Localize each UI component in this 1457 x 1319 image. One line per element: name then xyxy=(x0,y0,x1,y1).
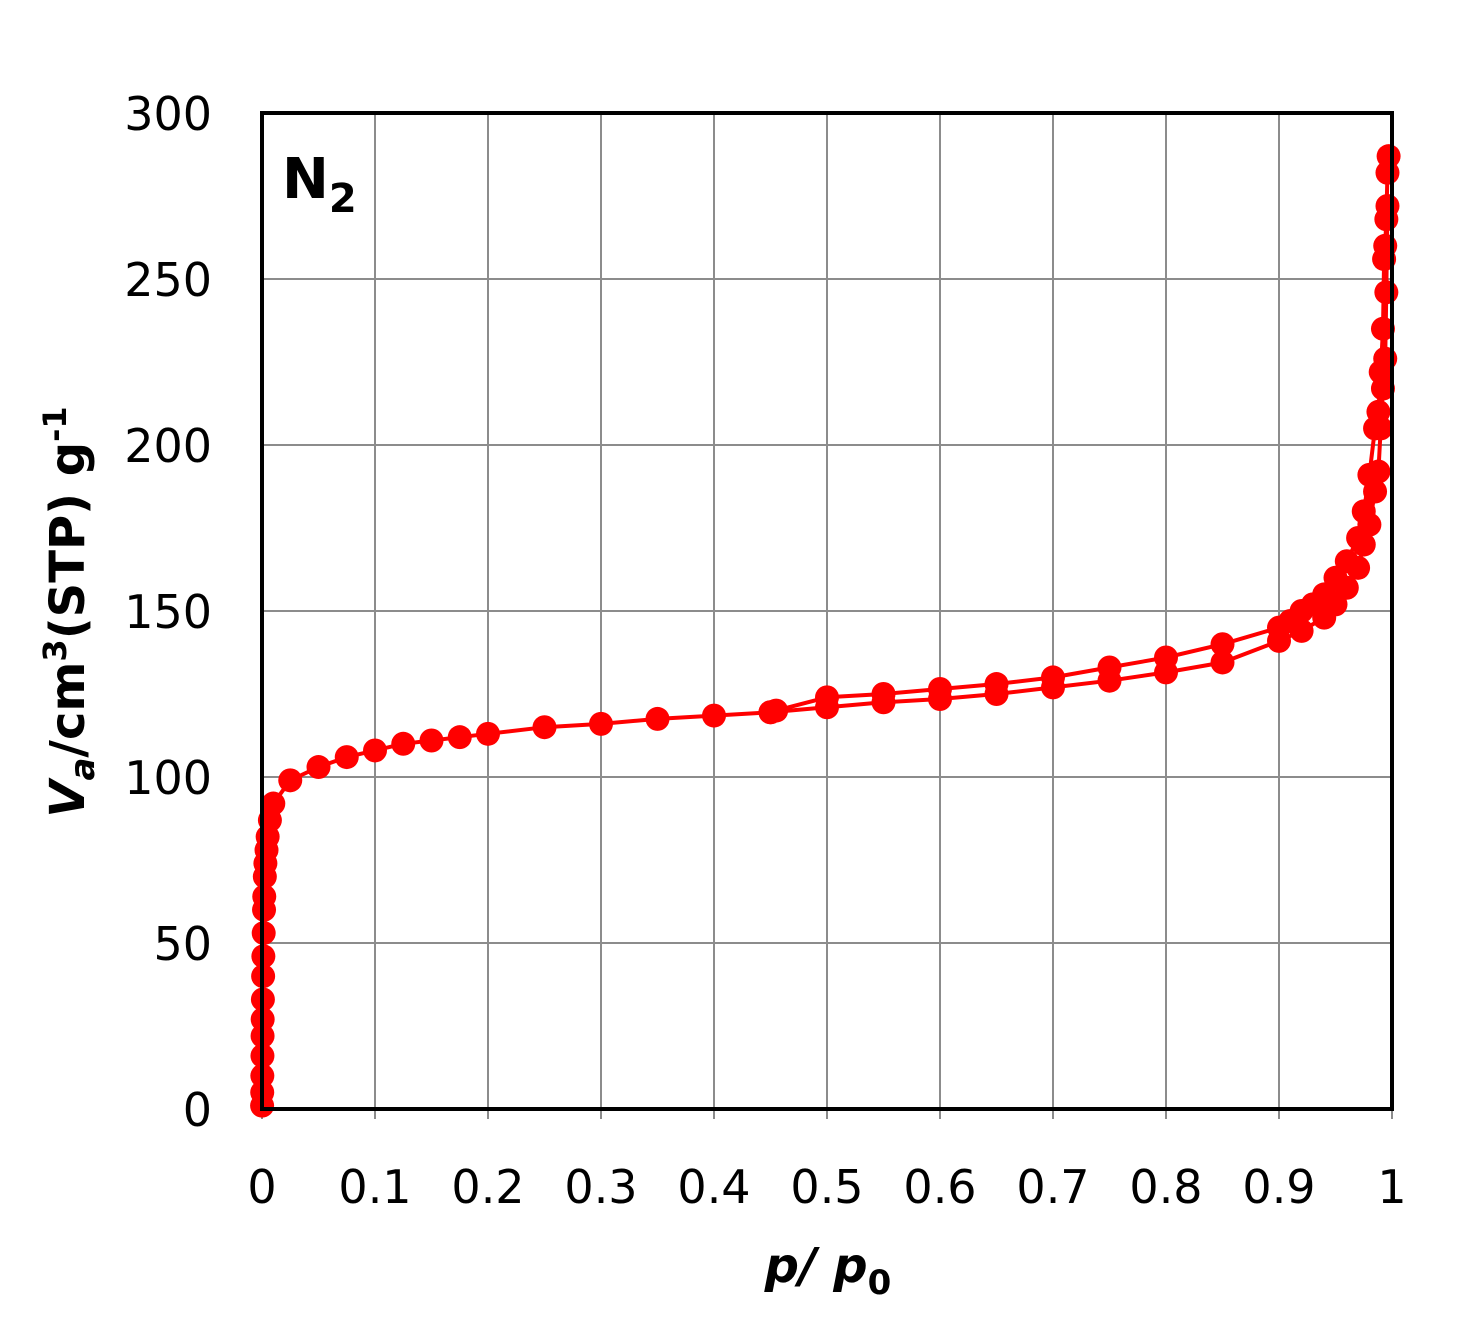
series-desorption xyxy=(758,144,1401,725)
y-axis-tick-labels: 0 50 100 150 200 250 300 xyxy=(124,87,212,1137)
x-tick-label: 0.4 xyxy=(677,1160,750,1214)
data-point-marker xyxy=(702,703,726,728)
y-tick-label: 0 xyxy=(183,1083,212,1137)
data-point-marker xyxy=(1351,499,1376,524)
data-point-marker xyxy=(871,682,896,706)
y-tick-label: 100 xyxy=(124,751,212,805)
x-tick-label: 0.3 xyxy=(564,1160,637,1214)
data-point-marker xyxy=(1210,632,1235,657)
data-point-marker xyxy=(1370,316,1395,341)
data-point-marker xyxy=(334,745,359,770)
y-tick-label: 200 xyxy=(124,419,212,473)
data-point-marker xyxy=(589,711,613,736)
data-point-marker xyxy=(447,725,472,750)
data-point-marker xyxy=(1210,650,1235,675)
y-axis-title: Va/cm3(STP) g-1 xyxy=(36,406,103,817)
data-point-marker xyxy=(1154,645,1178,670)
x-tick-label: 0.6 xyxy=(903,1160,976,1214)
data-point-marker xyxy=(1375,160,1400,185)
x-axis-title: p/ p0 xyxy=(764,1238,892,1303)
data-point-marker xyxy=(1374,280,1399,305)
y-tick-label: 50 xyxy=(153,917,212,971)
data-point-marker xyxy=(928,677,952,702)
y-tick-label: 300 xyxy=(124,87,212,141)
data-point-marker xyxy=(1357,462,1382,487)
data-point-marker xyxy=(1368,359,1393,384)
data-point-marker xyxy=(1267,615,1291,640)
data-point-marker xyxy=(278,768,303,793)
x-tick-label: 0.7 xyxy=(1016,1160,1089,1214)
x-tick-label: 1 xyxy=(1377,1160,1406,1214)
data-point-marker xyxy=(758,700,783,725)
plot-area-frame xyxy=(260,111,1394,1111)
data-point-marker xyxy=(252,884,277,909)
data-point-marker xyxy=(1097,655,1122,680)
x-tick-label: 0.5 xyxy=(790,1160,863,1214)
x-tick-label: 0 xyxy=(247,1160,276,1214)
data-point-marker xyxy=(1041,665,1065,690)
x-axis-tick-labels: 0 0.1 0.2 0.3 0.4 0.5 0.6 0.7 0.8 0.9 1 xyxy=(247,1160,1406,1214)
data-point-marker xyxy=(1374,207,1399,232)
y-tick-label: 150 xyxy=(124,585,212,639)
data-point-marker xyxy=(306,755,331,780)
data-point-marker xyxy=(645,706,670,731)
data-point-marker xyxy=(1363,416,1388,441)
data-point-marker xyxy=(363,738,387,763)
data-point-marker xyxy=(815,685,839,710)
x-tick-label: 0.9 xyxy=(1242,1160,1315,1214)
data-point-marker xyxy=(419,728,444,753)
x-tick-label: 0.8 xyxy=(1129,1160,1202,1214)
data-point-marker xyxy=(984,672,1009,697)
data-point-marker xyxy=(476,721,500,746)
x-tick-label: 0.2 xyxy=(451,1160,524,1214)
gas-annotation: N2 xyxy=(282,147,357,222)
data-point-marker xyxy=(391,731,416,756)
data-point-marker xyxy=(532,715,557,740)
data-point-marker xyxy=(1346,525,1371,550)
x-tick-label: 0.1 xyxy=(338,1160,411,1214)
y-tick-label: 250 xyxy=(124,253,212,307)
data-point-marker xyxy=(261,791,286,816)
